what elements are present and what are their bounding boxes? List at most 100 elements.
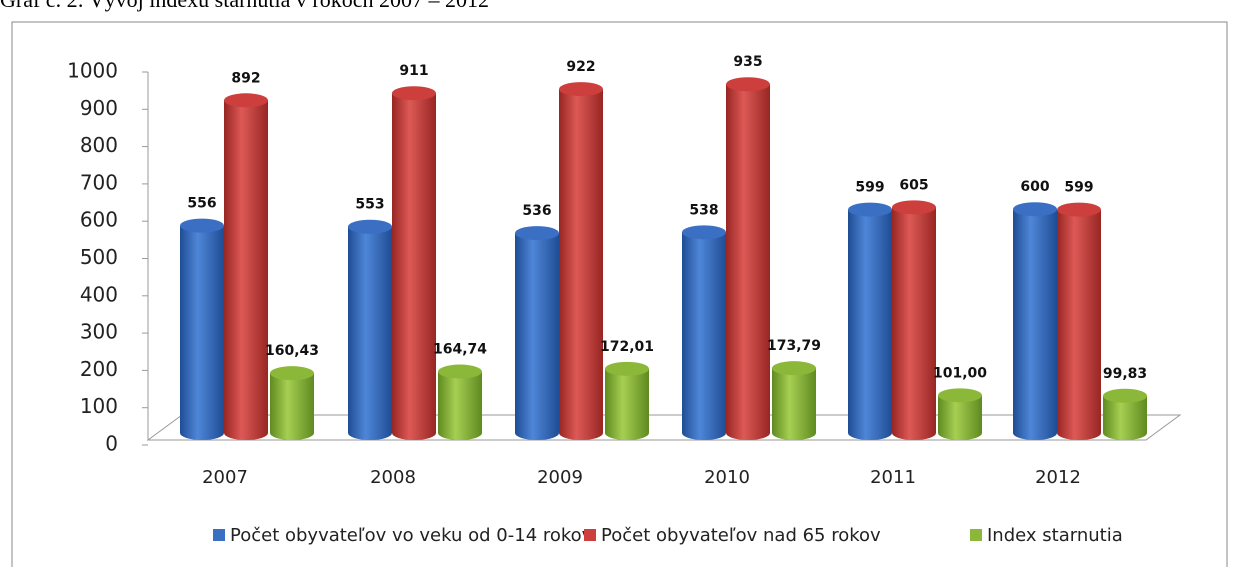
y-tick-label: 400 <box>80 282 118 306</box>
frame <box>11 21 1228 567</box>
data-label: 556 <box>187 196 216 212</box>
bar-top <box>892 200 936 215</box>
legend-label: Počet obyvateľov nad 65 rokov <box>601 525 881 546</box>
y-tick-label: 0 <box>105 432 118 456</box>
bar-bottom <box>892 426 936 440</box>
legend-swatch <box>584 529 596 541</box>
data-label: 605 <box>899 177 928 193</box>
bar-body <box>559 89 603 434</box>
bar-body <box>392 93 436 434</box>
bar-body <box>270 373 314 433</box>
y-tick-label: 700 <box>80 170 118 194</box>
bar <box>726 77 770 440</box>
bar-top <box>1103 388 1147 403</box>
x-tick-label: 2011 <box>870 467 916 488</box>
data-label: 172,01 <box>600 339 654 355</box>
bar <box>682 225 726 440</box>
y-tick-label: 600 <box>80 208 118 232</box>
bar-body <box>1013 209 1057 433</box>
y-tick-label: 300 <box>80 320 118 344</box>
bar <box>270 366 314 440</box>
bar-top <box>224 93 268 108</box>
bar-top <box>772 361 816 376</box>
data-label: 911 <box>399 63 428 79</box>
bar <box>848 202 892 440</box>
y-tick-label: 800 <box>80 133 118 157</box>
bar-bottom <box>270 426 314 440</box>
bar-bottom <box>848 426 892 440</box>
legend-swatch <box>970 529 982 541</box>
bar-top <box>559 82 603 97</box>
legend-swatch <box>213 529 225 541</box>
y-tick-label: 100 <box>80 394 118 418</box>
data-label: 538 <box>689 202 718 218</box>
bar <box>224 93 268 440</box>
bar <box>1013 202 1057 440</box>
bar-body <box>726 84 770 434</box>
bar-bottom <box>438 426 482 440</box>
data-label: 599 <box>855 180 884 196</box>
y-tick-label: 200 <box>80 357 118 381</box>
legend-label: Počet obyvateľov vo veku od 0-14 rokov <box>230 525 593 546</box>
bar-top <box>348 219 392 234</box>
bar-bottom <box>1013 426 1057 440</box>
bar-bottom <box>392 426 436 440</box>
bar-bottom <box>348 426 392 440</box>
bar-top <box>1057 202 1101 217</box>
chart-title: Graf č. 2: Vývoj indexu starnutia v roko… <box>0 0 489 12</box>
bar-top <box>438 364 482 379</box>
bar-bottom <box>1103 426 1147 440</box>
bar <box>559 82 603 440</box>
y-tick-label: 500 <box>80 245 118 269</box>
bar-body <box>682 232 726 433</box>
bar-bottom <box>726 426 770 440</box>
bar-top <box>938 388 982 403</box>
bar-body <box>892 207 936 433</box>
bar-bottom <box>938 426 982 440</box>
bar <box>1057 202 1101 440</box>
bar-top <box>270 366 314 381</box>
bar-body <box>605 368 649 433</box>
bar-body <box>1057 209 1101 433</box>
bar-top <box>605 361 649 376</box>
data-label: 536 <box>522 203 551 219</box>
bar-bottom <box>224 426 268 440</box>
data-label: 173,79 <box>767 338 821 354</box>
legend-label: Index starnutia <box>987 525 1123 546</box>
data-label: 99,83 <box>1103 366 1147 382</box>
bar-body <box>772 368 816 433</box>
bar-bottom <box>515 426 559 440</box>
bar-bottom <box>1057 426 1101 440</box>
bar <box>1103 388 1147 440</box>
data-label: 600 <box>1020 179 1049 195</box>
bar-bottom <box>682 426 726 440</box>
bar-body <box>515 233 559 433</box>
bar-top <box>682 225 726 240</box>
x-tick-label: 2012 <box>1035 467 1081 488</box>
x-tick-label: 2008 <box>370 467 416 488</box>
y-tick-label: 1000 <box>67 59 118 83</box>
data-label: 160,43 <box>265 343 319 359</box>
bar <box>605 361 649 440</box>
bar-body <box>438 371 482 433</box>
bar-top <box>180 218 224 233</box>
x-tick-label: 2007 <box>202 467 248 488</box>
x-tick-label: 2009 <box>537 467 583 488</box>
y-tick-label: 900 <box>80 96 118 120</box>
bar-top <box>726 77 770 92</box>
bar-bottom <box>772 426 816 440</box>
data-label: 892 <box>231 70 260 86</box>
bar-body <box>180 225 224 433</box>
bar <box>772 361 816 440</box>
data-label: 553 <box>355 197 384 213</box>
bar <box>180 218 224 440</box>
bar <box>438 364 482 440</box>
bar <box>348 219 392 440</box>
bar-top <box>848 202 892 217</box>
bar-body <box>848 209 892 433</box>
bar-top <box>1013 202 1057 217</box>
bar-bottom <box>605 426 649 440</box>
bar <box>392 86 436 440</box>
bar <box>892 200 936 440</box>
